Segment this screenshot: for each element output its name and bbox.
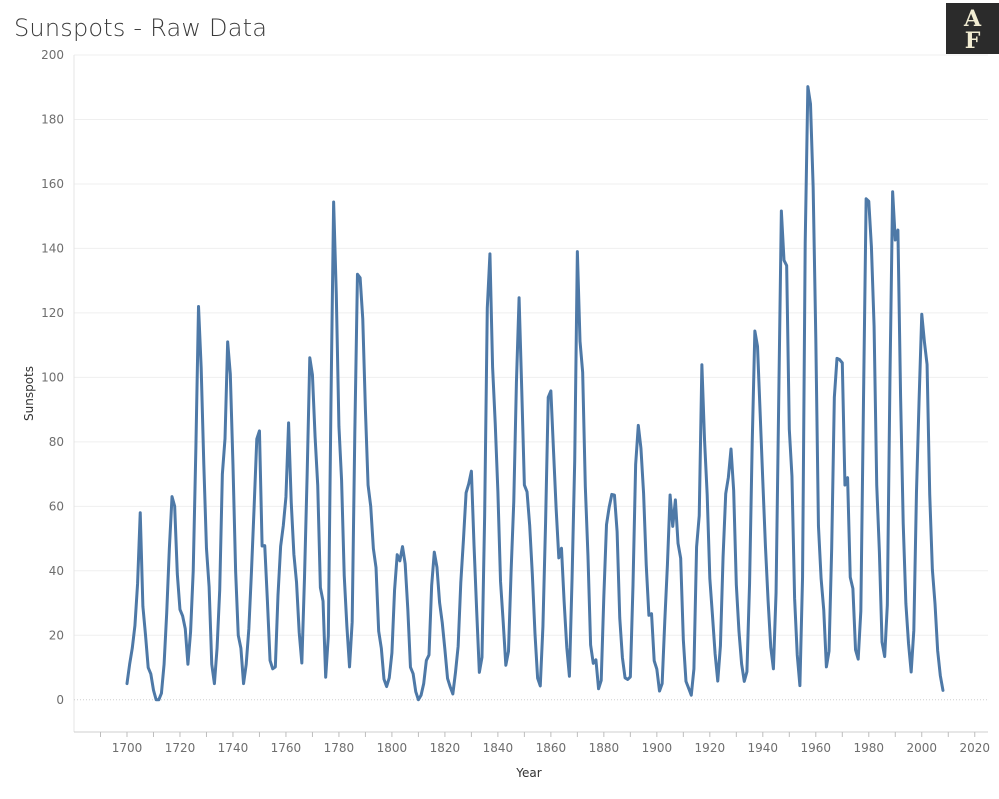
x-axis-title: Year xyxy=(515,766,541,780)
series-line xyxy=(125,85,945,702)
y-axis-ticks: 0 20 40 60 80 100 120 140 160 180 200 xyxy=(41,48,64,707)
x-tick-label: 1920 xyxy=(695,741,726,755)
svg-text:F: F xyxy=(965,28,981,54)
y-tick-label: 100 xyxy=(41,370,64,384)
x-tick-label: 1820 xyxy=(430,741,461,755)
x-tick-label: 1960 xyxy=(801,741,832,755)
x-tick-label: 1840 xyxy=(483,741,514,755)
x-tick-label: 1800 xyxy=(377,741,408,755)
chart-title: Sunspots - Raw Data xyxy=(14,14,268,42)
af-monogram-logo: A F xyxy=(946,3,999,54)
x-tick-label: 1900 xyxy=(642,741,673,755)
svg-text:A: A xyxy=(963,6,982,32)
x-tick-label: 1860 xyxy=(536,741,567,755)
y-tick-label: 80 xyxy=(49,435,64,449)
y-tick-label: 120 xyxy=(41,306,64,320)
x-tick-label: 1880 xyxy=(589,741,620,755)
x-tick-label: 1740 xyxy=(218,741,249,755)
x-tick-label: 1940 xyxy=(748,741,779,755)
y-tick-label: 200 xyxy=(41,48,64,62)
x-tick-label: 1780 xyxy=(324,741,355,755)
y-tick-label: 180 xyxy=(41,112,64,126)
x-tick-label: 1700 xyxy=(112,741,143,755)
y-tick-label: 20 xyxy=(49,628,64,642)
y-tick-label: 160 xyxy=(41,177,64,191)
x-tick-label: 2000 xyxy=(906,741,937,755)
x-tick-label: 1720 xyxy=(165,741,196,755)
x-axis: 1700 1720 1740 1760 1780 1800 1820 1840 1860 1880… xyxy=(74,731,990,755)
x-tick-label: 2020 xyxy=(959,741,990,755)
x-tick-label: 1980 xyxy=(854,741,885,755)
y-tick-label: 140 xyxy=(41,241,64,255)
y-axis-title: Sunspots xyxy=(22,366,36,421)
y-tick-label: 40 xyxy=(49,564,64,578)
y-tick-label: 0 xyxy=(56,693,64,707)
x-tick-label: 1760 xyxy=(271,741,302,755)
y-tick-label: 60 xyxy=(49,499,64,513)
